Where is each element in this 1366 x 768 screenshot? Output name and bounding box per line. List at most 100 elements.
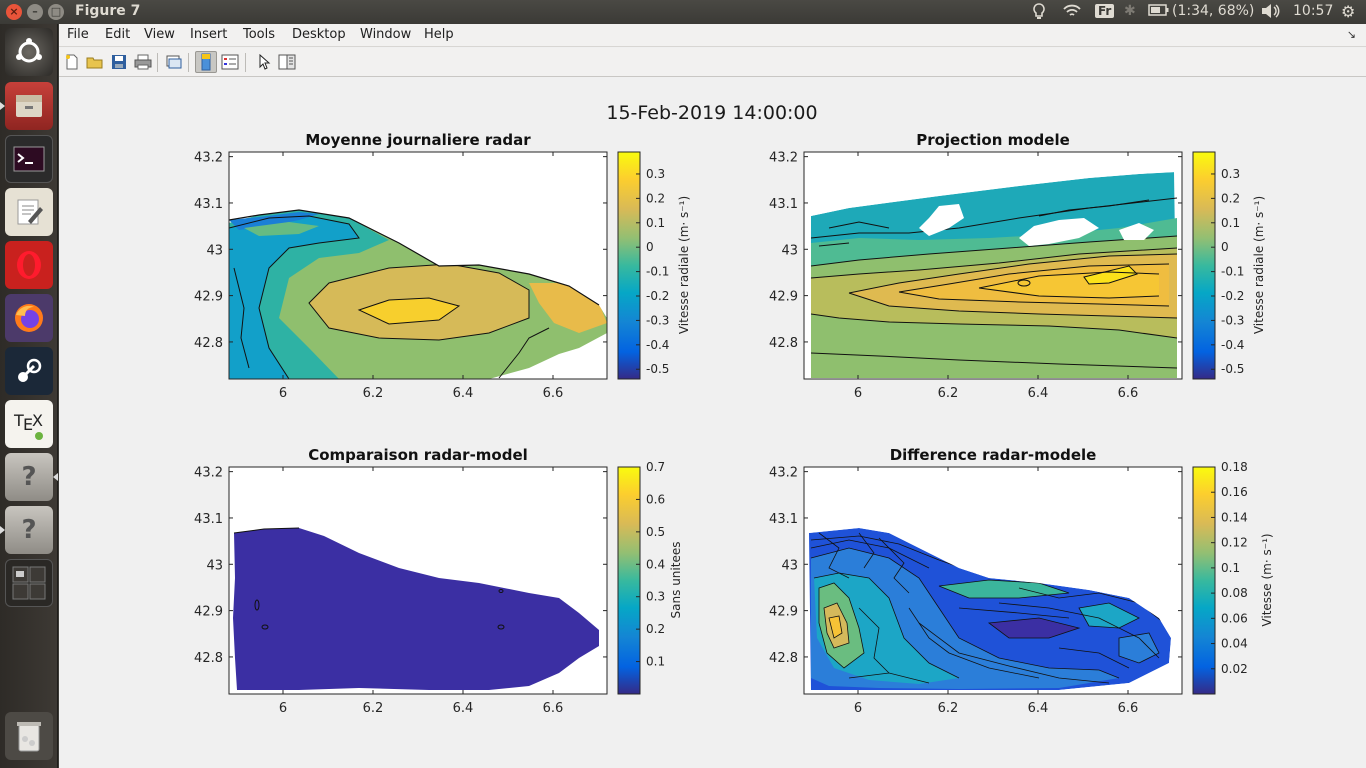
colorbar-tick-label: -0.1 xyxy=(646,265,669,279)
print-icon[interactable] xyxy=(132,51,154,73)
y-tick-label: 42.9 xyxy=(194,605,223,620)
colorbar-tick-label: 0.4 xyxy=(646,557,665,571)
colorbar-tick-label: 0 xyxy=(646,240,654,254)
new-figure-icon[interactable] xyxy=(61,51,83,73)
minimize-window-button[interactable]: – xyxy=(27,4,43,20)
colorbar-tick-label: 0.2 xyxy=(1221,191,1240,205)
menu-tools[interactable]: Tools xyxy=(243,27,276,42)
colorbar-tick-label: 0.6 xyxy=(646,492,665,506)
colorbar-tick-label: 0.1 xyxy=(1221,561,1240,575)
menu-edit[interactable]: Edit xyxy=(105,27,131,42)
x-tick-label: 6.2 xyxy=(938,386,959,401)
x-tick-label: 6.2 xyxy=(363,701,384,716)
trash-icon[interactable] xyxy=(5,712,53,760)
subplot-title: Projection modele xyxy=(916,131,1070,149)
colorbar-0: 0.3 0.2 0.1 0 -0.1 -0.2 -0.3 -0.4 -0.5 Vitesse r… xyxy=(617,151,691,380)
property-editor-icon[interactable] xyxy=(276,51,298,73)
colorbar-tick-label: 0.06 xyxy=(1221,611,1248,625)
battery-icon[interactable] xyxy=(1148,3,1170,21)
terminal-icon[interactable] xyxy=(5,135,53,183)
colorbar-tick-label: 0.18 xyxy=(1221,460,1248,474)
colorbar-tick-label: 0 xyxy=(1221,240,1229,254)
keyboard-layout-indicator[interactable]: Fr xyxy=(1095,4,1115,18)
colorbar-icon[interactable] xyxy=(195,51,217,73)
lightbulb-icon[interactable] xyxy=(1032,3,1046,25)
colorbar-tick-label: 0.1 xyxy=(646,216,665,230)
unknown-app-icon[interactable]: ? xyxy=(5,453,53,501)
subplot-title: Comparaison radar-model xyxy=(308,446,528,464)
y-tick-label: 43.1 xyxy=(194,197,223,212)
y-tick-label: 43.1 xyxy=(194,512,223,527)
colorbar-tick-label: 0.2 xyxy=(646,622,665,636)
x-tick-label: 6.6 xyxy=(543,701,564,716)
y-tick-label: 43.2 xyxy=(194,466,223,481)
link-plot-icon[interactable] xyxy=(163,51,185,73)
y-tick-label: 43 xyxy=(206,558,223,573)
x-tick-label: 6.6 xyxy=(1118,386,1139,401)
x-tick-label: 6.4 xyxy=(453,701,474,716)
text-editor-icon[interactable] xyxy=(5,188,53,236)
clock[interactable]: 10:57 xyxy=(1293,3,1334,19)
x-tick-label: 6.4 xyxy=(1028,701,1049,716)
colorbar-tick-label: 0.04 xyxy=(1221,637,1248,651)
unknown-app-icon-2[interactable]: ? xyxy=(5,506,53,554)
y-tick-label: 43 xyxy=(781,243,798,258)
colorbar-tick-label: 0.1 xyxy=(1221,216,1240,230)
settings-gear-icon[interactable]: ⚙ xyxy=(1341,2,1356,21)
figure-window: File Edit View Insert Tools Desktop Wind… xyxy=(59,24,1366,768)
battery-status: (1:34, 68%) xyxy=(1172,3,1255,19)
colorbar-label: Vitesse radiale (m· s⁻¹) xyxy=(677,196,691,334)
colorbar-tick-label: -0.2 xyxy=(646,289,669,303)
save-icon[interactable] xyxy=(108,51,130,73)
firefox-icon[interactable] xyxy=(5,294,53,342)
y-tick-label: 43.2 xyxy=(769,466,798,481)
y-tick-label: 42.8 xyxy=(194,651,223,666)
svg-text:X: X xyxy=(32,411,43,430)
colorbar-tick-label: 0.14 xyxy=(1221,510,1248,524)
volume-icon[interactable] xyxy=(1260,3,1280,23)
menu-desktop[interactable]: Desktop xyxy=(292,27,346,42)
top-panel: × – □ Figure 7 Fr ✱ (1:34, 68%) 10:57 ⚙ xyxy=(0,0,1366,24)
files-icon[interactable] xyxy=(5,82,53,130)
wifi-icon[interactable] xyxy=(1062,3,1082,23)
legend-icon[interactable] xyxy=(219,51,241,73)
ubuntu-dash-icon[interactable] xyxy=(5,28,53,76)
colorbar-tick-label: 0.3 xyxy=(646,167,665,181)
subplot-difference: Difference radar-modele xyxy=(769,446,1183,716)
steam-icon[interactable] xyxy=(5,347,53,395)
colorbar-tick-label: -0.4 xyxy=(1221,338,1244,352)
contour-field xyxy=(233,527,599,690)
x-tick-label: 6 xyxy=(854,701,862,716)
x-tick-label: 6.4 xyxy=(453,386,474,401)
y-tick-label: 43 xyxy=(206,243,223,258)
bluetooth-icon[interactable]: ✱ xyxy=(1124,3,1136,19)
close-window-button[interactable]: × xyxy=(6,4,22,20)
contour-field xyxy=(804,152,1182,379)
dock-arrow-icon[interactable]: ↘ xyxy=(1346,28,1356,41)
menubar: File Edit View Insert Tools Desktop Wind… xyxy=(59,24,1366,47)
colorbar-tick-label: -0.3 xyxy=(646,313,669,327)
x-tick-label: 6 xyxy=(279,386,287,401)
colorbar-1: 0.3 0.2 0.1 0 -0.1 -0.2 -0.3 -0.4 -0.5 Vitesse r… xyxy=(1192,151,1266,380)
pointer-arrow-icon[interactable] xyxy=(253,51,275,73)
x-tick-label: 6 xyxy=(854,386,862,401)
maximize-window-button[interactable]: □ xyxy=(48,4,64,20)
y-tick-label: 42.8 xyxy=(769,651,798,666)
menu-file[interactable]: File xyxy=(67,27,89,42)
menu-help[interactable]: Help xyxy=(424,27,454,42)
y-tick-label: 43.2 xyxy=(769,151,798,166)
menu-window[interactable]: Window xyxy=(360,27,412,42)
colorbar-tick-label: -0.4 xyxy=(646,338,669,352)
x-tick-label: 6.6 xyxy=(543,386,564,401)
subplot-title: Difference radar-modele xyxy=(890,446,1097,464)
opera-icon[interactable] xyxy=(5,241,53,289)
svg-text:T: T xyxy=(13,411,24,430)
menu-insert[interactable]: Insert xyxy=(190,27,228,42)
open-file-icon[interactable] xyxy=(84,51,106,73)
menu-view[interactable]: View xyxy=(144,27,175,42)
subplot-comparison: Comparaison radar-model 6 6.2 6.4 6.6 43.2 43… xyxy=(194,446,608,716)
workspace-switcher-icon[interactable] xyxy=(5,559,53,607)
x-tick-label: 6.2 xyxy=(363,386,384,401)
